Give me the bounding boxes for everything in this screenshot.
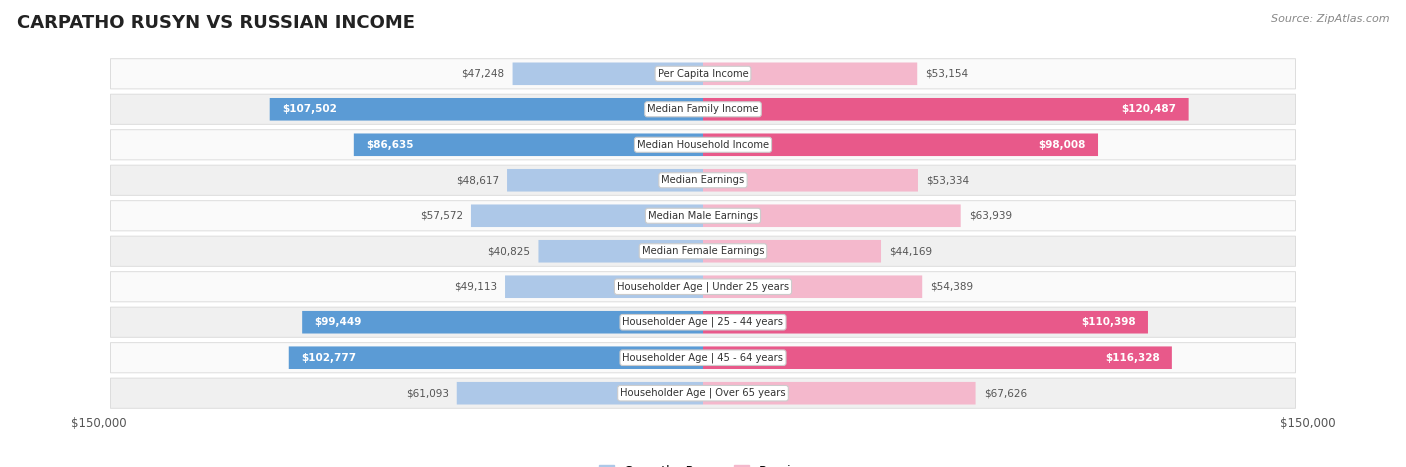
Text: Source: ZipAtlas.com: Source: ZipAtlas.com [1271, 14, 1389, 24]
Text: Median Household Income: Median Household Income [637, 140, 769, 150]
FancyBboxPatch shape [111, 272, 1295, 302]
Text: $61,093: $61,093 [406, 388, 449, 398]
Text: Median Family Income: Median Family Income [647, 104, 759, 114]
FancyBboxPatch shape [302, 311, 703, 333]
Text: $47,248: $47,248 [461, 69, 505, 79]
Text: $53,154: $53,154 [925, 69, 969, 79]
FancyBboxPatch shape [111, 165, 1295, 195]
FancyBboxPatch shape [538, 240, 703, 262]
FancyBboxPatch shape [508, 169, 703, 191]
Text: Median Earnings: Median Earnings [661, 175, 745, 185]
Text: Median Male Earnings: Median Male Earnings [648, 211, 758, 221]
Text: $63,939: $63,939 [969, 211, 1012, 221]
FancyBboxPatch shape [288, 347, 703, 369]
FancyBboxPatch shape [111, 307, 1295, 337]
Text: $99,449: $99,449 [315, 317, 361, 327]
FancyBboxPatch shape [703, 169, 918, 191]
Text: $110,398: $110,398 [1081, 317, 1136, 327]
FancyBboxPatch shape [111, 378, 1295, 408]
Text: Householder Age | 45 - 64 years: Householder Age | 45 - 64 years [623, 353, 783, 363]
Text: $120,487: $120,487 [1122, 104, 1177, 114]
Text: $102,777: $102,777 [301, 353, 356, 363]
FancyBboxPatch shape [703, 276, 922, 298]
Text: Householder Age | 25 - 44 years: Householder Age | 25 - 44 years [623, 317, 783, 327]
Text: Householder Age | Over 65 years: Householder Age | Over 65 years [620, 388, 786, 398]
Text: $49,113: $49,113 [454, 282, 496, 292]
Text: $44,169: $44,169 [889, 246, 932, 256]
Text: Householder Age | Under 25 years: Householder Age | Under 25 years [617, 282, 789, 292]
Text: $57,572: $57,572 [420, 211, 463, 221]
FancyBboxPatch shape [513, 63, 703, 85]
Text: $54,389: $54,389 [931, 282, 973, 292]
Legend: Carpatho Rusyn, Russian: Carpatho Rusyn, Russian [595, 460, 811, 467]
Text: Per Capita Income: Per Capita Income [658, 69, 748, 79]
Text: $67,626: $67,626 [984, 388, 1026, 398]
FancyBboxPatch shape [111, 59, 1295, 89]
FancyBboxPatch shape [703, 63, 917, 85]
FancyBboxPatch shape [703, 205, 960, 227]
FancyBboxPatch shape [111, 343, 1295, 373]
Text: $86,635: $86,635 [366, 140, 413, 150]
Text: $116,328: $116,328 [1105, 353, 1160, 363]
Text: $98,008: $98,008 [1039, 140, 1085, 150]
FancyBboxPatch shape [703, 98, 1188, 120]
FancyBboxPatch shape [111, 94, 1295, 124]
Text: Median Female Earnings: Median Female Earnings [641, 246, 765, 256]
Text: $107,502: $107,502 [281, 104, 336, 114]
FancyBboxPatch shape [505, 276, 703, 298]
FancyBboxPatch shape [457, 382, 703, 404]
FancyBboxPatch shape [111, 201, 1295, 231]
FancyBboxPatch shape [703, 134, 1098, 156]
FancyBboxPatch shape [354, 134, 703, 156]
FancyBboxPatch shape [111, 236, 1295, 266]
Text: $40,825: $40,825 [488, 246, 530, 256]
Text: $48,617: $48,617 [456, 175, 499, 185]
FancyBboxPatch shape [703, 382, 976, 404]
Text: $53,334: $53,334 [927, 175, 969, 185]
FancyBboxPatch shape [703, 240, 882, 262]
FancyBboxPatch shape [703, 311, 1147, 333]
FancyBboxPatch shape [703, 347, 1171, 369]
FancyBboxPatch shape [471, 205, 703, 227]
Text: CARPATHO RUSYN VS RUSSIAN INCOME: CARPATHO RUSYN VS RUSSIAN INCOME [17, 14, 415, 32]
FancyBboxPatch shape [111, 130, 1295, 160]
FancyBboxPatch shape [270, 98, 703, 120]
